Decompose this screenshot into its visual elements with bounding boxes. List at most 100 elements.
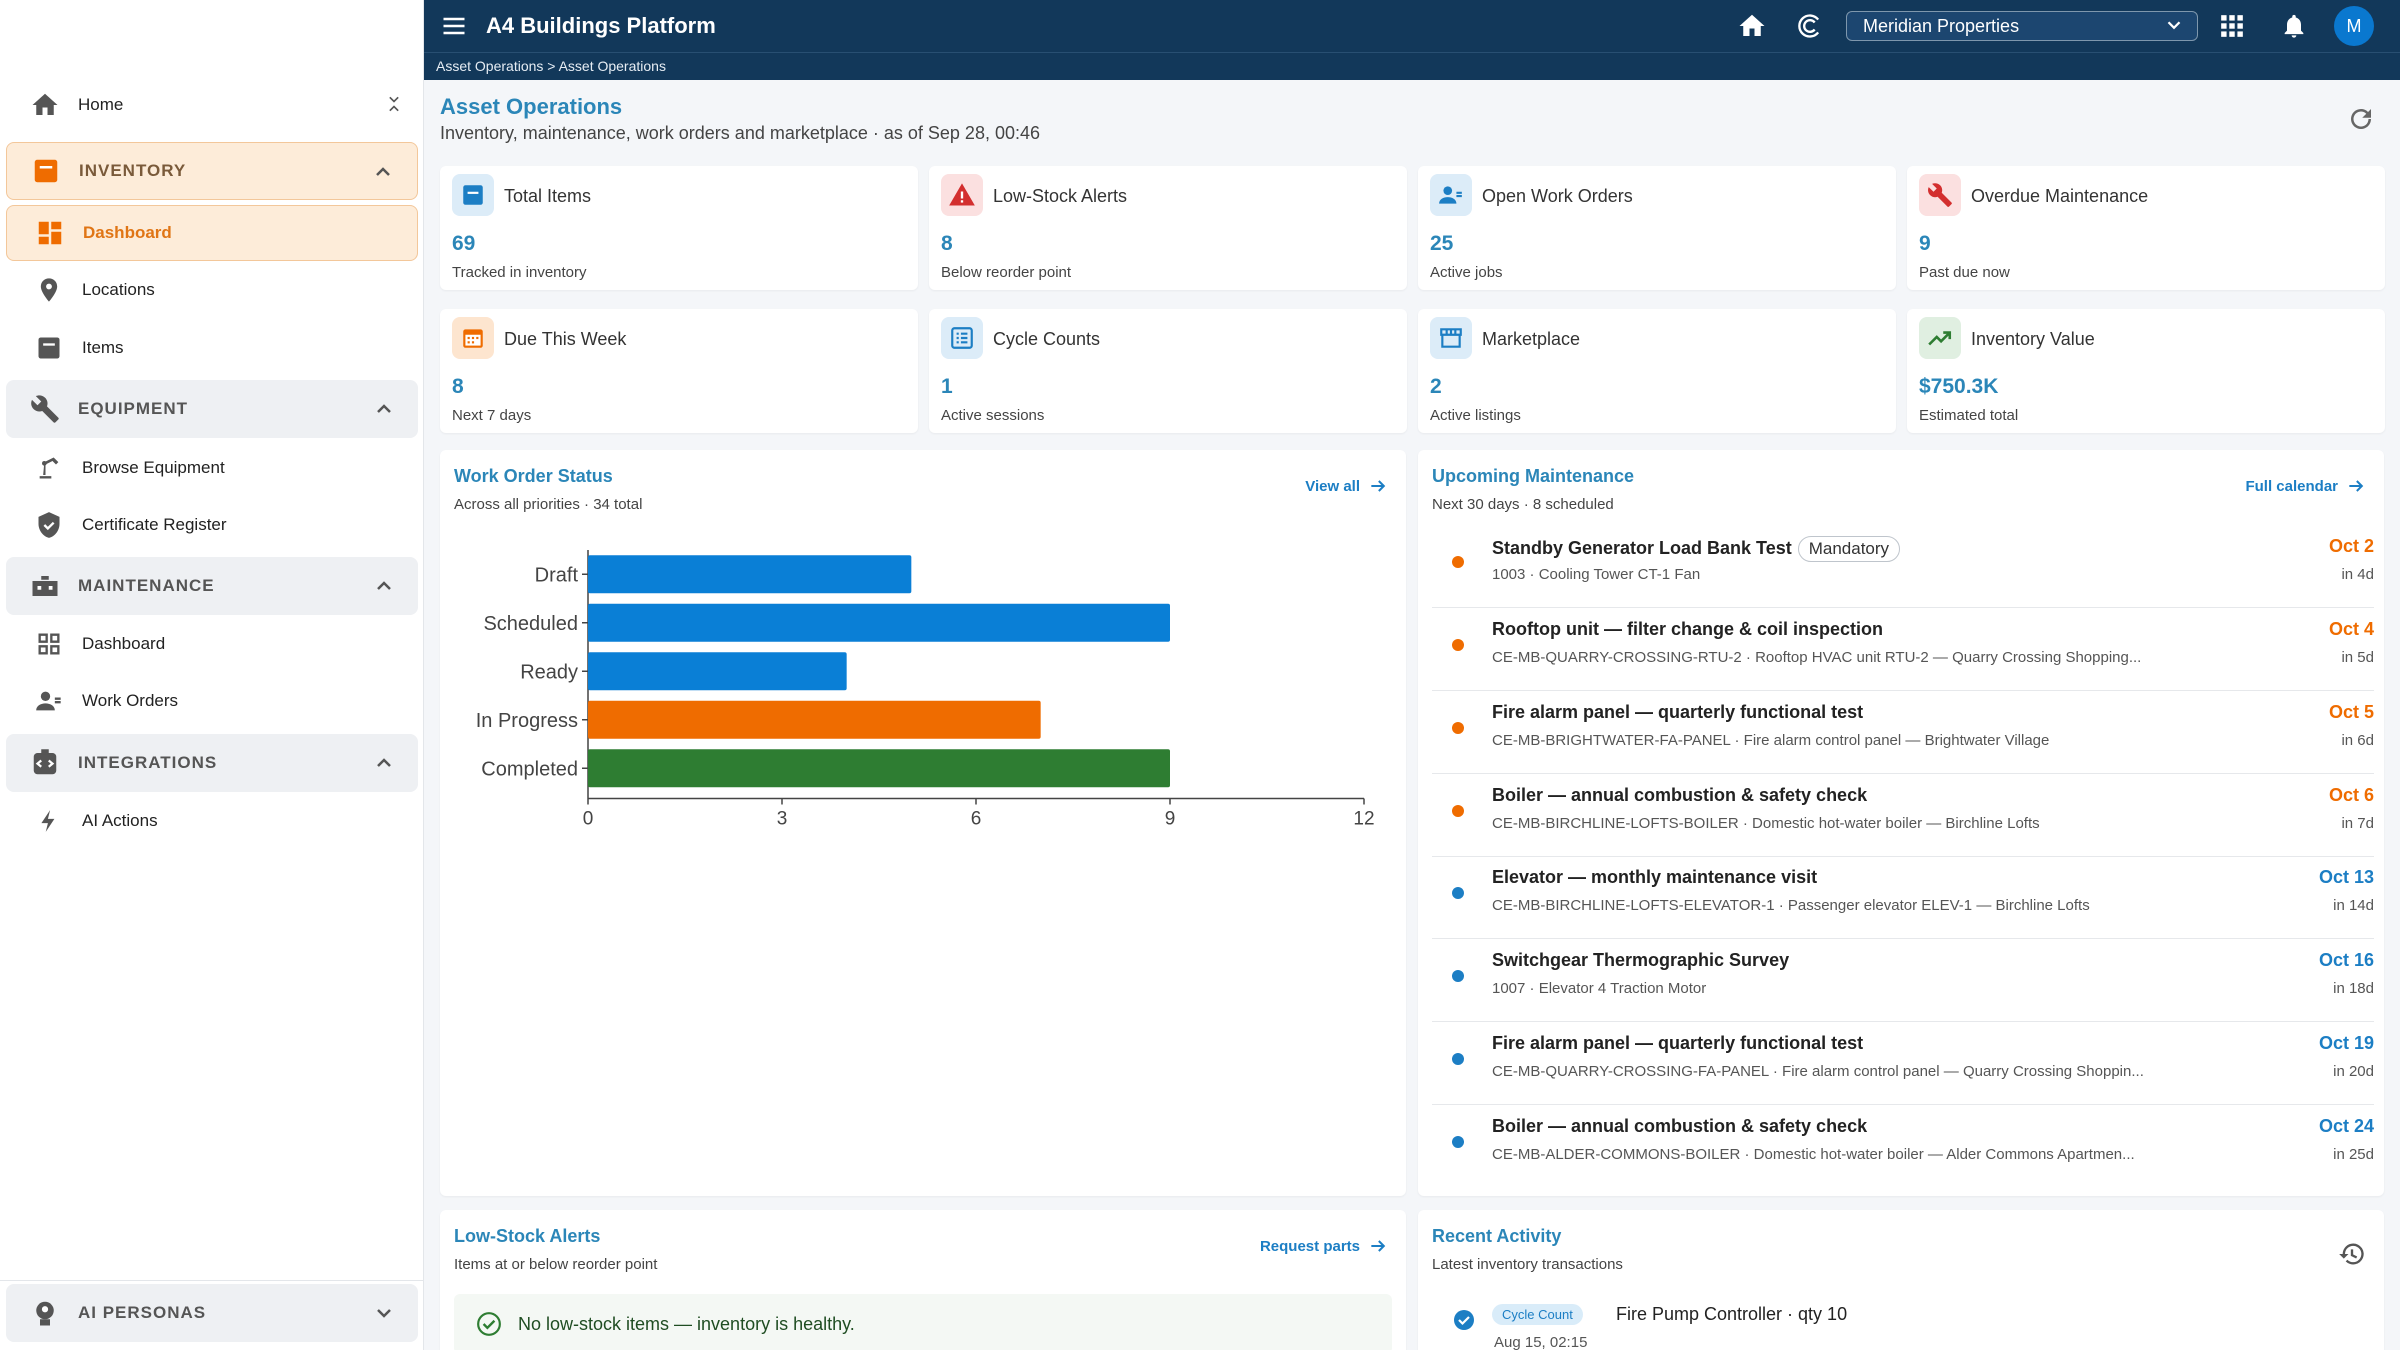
sidebar-item-inventory-dashboard[interactable]: Dashboard bbox=[6, 205, 418, 261]
sidebar-item-items[interactable]: Items bbox=[6, 320, 418, 376]
kpi-sub: Estimated total bbox=[1919, 407, 2019, 424]
activity-item[interactable]: Cycle Count Fire Pump Controller · qty 1… bbox=[1432, 1298, 2370, 1350]
sidebar-item-locations[interactable]: Locations bbox=[6, 262, 418, 318]
kpi-card-inventory-value[interactable]: Inventory Value $750.3K Estimated total bbox=[1907, 309, 2385, 433]
panel-subtitle: Next 30 days · 8 scheduled bbox=[1432, 496, 1614, 513]
bar-in-progress bbox=[588, 700, 1041, 739]
engineer-icon bbox=[1430, 174, 1472, 216]
section-label: MAINTENANCE bbox=[78, 576, 215, 595]
section-label: AI PERSONAS bbox=[78, 1303, 207, 1322]
sidebar-item-work-orders[interactable]: Work Orders bbox=[6, 673, 418, 729]
panel-subtitle: Items at or below reorder point bbox=[454, 1256, 658, 1273]
maintenance-item[interactable]: Fire alarm panel — quarterly functional … bbox=[1432, 1023, 2374, 1105]
kpi-value: 9 bbox=[1919, 232, 1931, 255]
maintenance-asset: 1007 · Elevator 4 Traction Motor bbox=[1492, 980, 1707, 997]
upcoming-maintenance-panel: Upcoming Maintenance Next 30 days · 8 sc… bbox=[1418, 450, 2384, 1196]
sidebar: Home INVENTORY Dashboard Locations Items bbox=[0, 0, 424, 1350]
calendar-icon bbox=[452, 317, 494, 359]
due-in: in 20d bbox=[2333, 1063, 2374, 1080]
kpi-label: Total Items bbox=[504, 186, 592, 206]
notifications-bell-icon[interactable] bbox=[2278, 10, 2310, 42]
maintenance-item[interactable]: Standby Generator Load Bank Test Mandator… bbox=[1432, 526, 2374, 608]
maintenance-item[interactable]: Elevator — monthly maintenance visit CE-… bbox=[1432, 857, 2374, 939]
maintenance-item[interactable]: Fire alarm panel — quarterly functional … bbox=[1432, 692, 2374, 774]
sidebar-section-ai-personas[interactable]: AI PERSONAS bbox=[6, 1284, 418, 1342]
sidebar-item-label: Browse Equipment bbox=[82, 458, 225, 477]
kpi-card-overdue-maintenance[interactable]: Overdue Maintenance 9 Past due now bbox=[1907, 166, 2385, 290]
check-circle-icon bbox=[477, 1312, 501, 1336]
kpi-card-low-stock-alerts[interactable]: Low-Stock Alerts 8 Below reorder point bbox=[929, 166, 1407, 290]
sidebar-item-certificate-register[interactable]: Certificate Register bbox=[6, 497, 418, 553]
bar-ready bbox=[588, 652, 847, 691]
sidebar-item-maintenance-dashboard[interactable]: Dashboard bbox=[6, 616, 418, 672]
activity-time: Aug 15, 02:15 bbox=[1494, 1334, 1588, 1350]
status-dot bbox=[1452, 556, 1464, 568]
kpi-value: 25 bbox=[1430, 232, 1454, 255]
collapse-icon[interactable] bbox=[384, 94, 404, 119]
kpi-sub: Active sessions bbox=[941, 407, 1045, 424]
kpi-label: Marketplace bbox=[1482, 329, 1581, 349]
kpi-card-cycle-counts[interactable]: Cycle Counts 1 Active sessions bbox=[929, 309, 1407, 433]
kpi-card-total-items[interactable]: Total Items 69 Tracked in inventory bbox=[440, 166, 918, 290]
empty-message: No low-stock items — inventory is health… bbox=[518, 1313, 855, 1334]
due-date: Oct 4 bbox=[2328, 619, 2374, 639]
kpi-value: 2 bbox=[1430, 375, 1442, 398]
sidebar-item-label: Dashboard bbox=[82, 634, 166, 653]
sidebar-section-maintenance[interactable]: MAINTENANCE bbox=[6, 557, 418, 615]
engineer-icon bbox=[32, 684, 66, 718]
arrow-right-icon bbox=[1371, 1240, 1386, 1252]
kpi-card-marketplace[interactable]: Marketplace 2 Active listings bbox=[1418, 309, 1896, 433]
mandatory-badge: Mandatory bbox=[1797, 536, 1901, 562]
sidebar-section-integrations[interactable]: INTEGRATIONS bbox=[6, 734, 418, 792]
home-icon[interactable] bbox=[1736, 10, 1768, 42]
maintenance-title: Standby Generator Load Bank Test Mandator… bbox=[1492, 536, 1901, 562]
request-parts-link[interactable]: Request parts bbox=[1260, 1236, 1388, 1256]
apps-grid-icon[interactable] bbox=[2216, 10, 2248, 42]
chevron-up-icon bbox=[372, 397, 396, 426]
avatar[interactable]: M bbox=[2334, 6, 2374, 46]
sidebar-section-inventory[interactable]: INVENTORY bbox=[6, 142, 418, 200]
kpi-sub: Active jobs bbox=[1430, 264, 1503, 281]
sidebar-item-browse-equipment[interactable]: Browse Equipment bbox=[6, 440, 418, 496]
status-dot bbox=[1452, 805, 1464, 817]
kpi-card-open-work-orders[interactable]: Open Work Orders 25 Active jobs bbox=[1418, 166, 1896, 290]
sidebar-section-equipment[interactable]: EQUIPMENT bbox=[6, 380, 418, 438]
view-all-link[interactable]: View all bbox=[1305, 476, 1388, 496]
panel-title: Work Order Status bbox=[454, 466, 613, 486]
due-in: in 14d bbox=[2333, 897, 2374, 914]
trending-up-icon bbox=[1919, 317, 1961, 359]
wrench-icon bbox=[1919, 174, 1961, 216]
maintenance-title: Boiler — annual combustion & safety chec… bbox=[1492, 1116, 1868, 1136]
chevron-up-icon bbox=[371, 160, 395, 189]
sidebar-item-home[interactable]: Home bbox=[6, 76, 418, 134]
organization-select[interactable]: Meridian Properties bbox=[1846, 11, 2198, 41]
maintenance-item[interactable]: Switchgear Thermographic Survey 1007 · E… bbox=[1432, 940, 2374, 1022]
history-icon[interactable] bbox=[2338, 1240, 2366, 1273]
link-label: View all bbox=[1305, 477, 1360, 495]
kpi-sub: Active listings bbox=[1430, 407, 1521, 424]
due-in: in 18d bbox=[2333, 980, 2374, 997]
status-dot bbox=[1452, 722, 1464, 734]
brand-logo-icon[interactable] bbox=[1794, 10, 1826, 42]
maintenance-item[interactable]: Boiler — annual combustion & safety chec… bbox=[1432, 1106, 2374, 1188]
kpi-card-due-this-week[interactable]: Due This Week 8 Next 7 days bbox=[440, 309, 918, 433]
inventory-icon bbox=[29, 154, 63, 188]
kpi-value: $750.3K bbox=[1919, 375, 1999, 398]
maintenance-item[interactable]: Rooftop unit — filter change & coil insp… bbox=[1432, 609, 2374, 691]
kpi-value: 69 bbox=[452, 232, 476, 255]
avatar-initial: M bbox=[2346, 15, 2362, 36]
maintenance-item[interactable]: Boiler — annual combustion & safety chec… bbox=[1432, 775, 2374, 857]
menu-icon[interactable] bbox=[440, 12, 468, 40]
full-calendar-link[interactable]: Full calendar bbox=[2245, 476, 2366, 496]
maintenance-asset: CE-MB-QUARRY-CROSSING-RTU-2 · Rooftop HV… bbox=[1492, 649, 2142, 666]
sidebar-item-label: Home bbox=[78, 95, 124, 114]
sidebar-item-ai-actions[interactable]: AI Actions bbox=[6, 793, 418, 849]
maintenance-title: Switchgear Thermographic Survey bbox=[1492, 950, 1790, 970]
kpi-label: Low-Stock Alerts bbox=[993, 186, 1128, 206]
refresh-icon[interactable] bbox=[2346, 104, 2376, 139]
panel-subtitle: Latest inventory transactions bbox=[1432, 1256, 1623, 1273]
maintenance-asset: CE-MB-QUARRY-CROSSING-FA-PANEL · Fire al… bbox=[1492, 1063, 2144, 1080]
location-pin-icon bbox=[32, 273, 66, 307]
chevron-down-icon bbox=[2163, 14, 2185, 44]
sidebar-item-label: AI Actions bbox=[82, 811, 158, 830]
